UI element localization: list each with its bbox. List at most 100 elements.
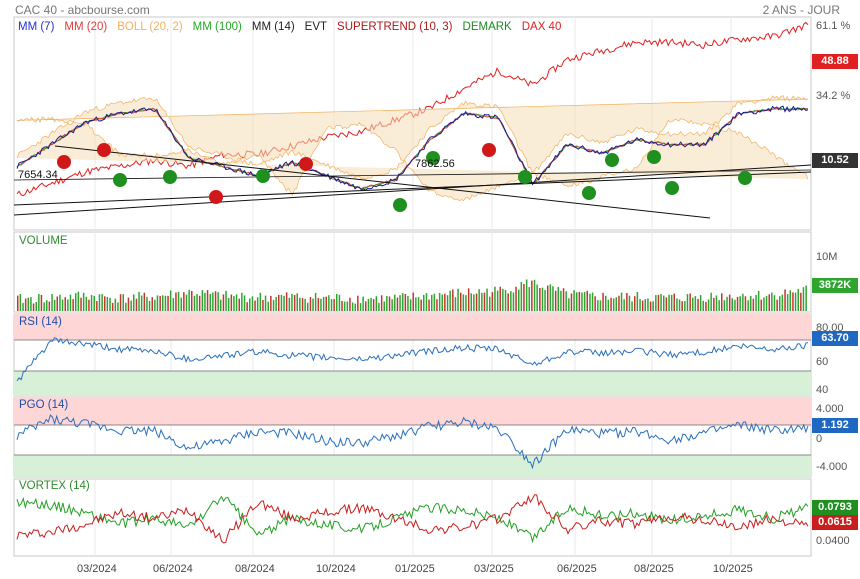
volume-bar-217 [589, 293, 591, 311]
volume-bar-139 [383, 301, 385, 311]
volume-bar-284 [765, 295, 768, 311]
volume-bar-102 [285, 292, 288, 311]
volume-value-tag: 3872K [812, 278, 858, 293]
demark-marker-1 [97, 143, 111, 157]
pgo-panel-title: PGO (14) [19, 399, 69, 411]
volume-bar-55 [162, 295, 164, 311]
volume-bar-249 [673, 293, 675, 311]
volume-bar-215 [583, 291, 586, 311]
x-tick-label-6: 06/2025 [557, 563, 597, 575]
volume-bar-165 [452, 289, 454, 311]
volume-bar-117 [325, 296, 327, 311]
volume-bar-76 [217, 292, 219, 311]
volume-bar-133 [367, 298, 370, 311]
volume-bar-177 [483, 292, 486, 311]
volume-bar-113 [314, 292, 317, 311]
volume-bar-162 [444, 293, 446, 311]
rsi-oversold-zone [14, 371, 811, 395]
volume-bar-49 [146, 296, 148, 311]
volume-bar-208 [565, 291, 567, 311]
volume-bar-170 [465, 295, 467, 311]
volume-bar-266 [718, 300, 720, 311]
volume-bar-159 [436, 299, 438, 311]
volume-bar-243 [657, 294, 660, 311]
volume-bar-264 [713, 297, 715, 311]
volume-bar-145 [399, 295, 401, 311]
volume-bar-289 [779, 296, 781, 311]
volume-bar-18 [64, 297, 66, 311]
volume-bar-228 [618, 295, 620, 311]
volume-bar-198 [539, 288, 541, 311]
demark-marker-2 [113, 173, 127, 187]
price-line [16, 105, 809, 191]
volume-bar-45 [135, 298, 138, 311]
chart-title: CAC 40 - abcbourse.com [15, 3, 150, 17]
volume-bar-82 [233, 296, 235, 311]
rsi-value-tag: 63.70 [812, 331, 858, 346]
volume-bar-9 [40, 295, 43, 311]
volume-bar-137 [378, 302, 380, 311]
demark-marker-14 [665, 181, 679, 195]
volume-bar-8 [38, 294, 40, 311]
demark-marker-5 [256, 169, 270, 183]
volume-bar-237 [641, 300, 644, 311]
volume-bar-291 [784, 289, 786, 311]
volume-bar-91 [256, 297, 259, 311]
pgo-scale-1: 0 [816, 433, 822, 445]
volume-bar-200 [544, 289, 546, 311]
volume-bar-95 [267, 301, 269, 311]
volume-bar-295 [794, 292, 797, 311]
price-value-tag: 10.52 [812, 153, 858, 168]
volume-bar-81 [230, 294, 233, 311]
volume-bar-231 [626, 293, 628, 311]
volume-bar-184 [502, 288, 504, 311]
volume-bar-111 [309, 297, 312, 311]
trendline-4 [13, 169, 812, 181]
volume-bar-149 [409, 299, 412, 311]
volume-bar-242 [655, 295, 657, 311]
volume-bar-219 [594, 296, 596, 311]
volume-bar-141 [388, 296, 391, 311]
volume-bar-174 [475, 293, 478, 311]
volume-bar-252 [681, 301, 683, 311]
bollinger-band [16, 95, 809, 202]
volume-bar-168 [460, 292, 462, 311]
volume-bar-26 [85, 296, 88, 311]
volume-bar-277 [747, 300, 749, 311]
volume-bar-224 [607, 299, 610, 311]
volume-bar-85 [241, 292, 243, 311]
volume-bar-206 [560, 290, 562, 311]
vortex-plus-line [16, 495, 809, 544]
volume-bar-166 [454, 297, 457, 311]
volume-bar-216 [586, 290, 588, 311]
x-tick-label-3: 10/2024 [316, 563, 356, 575]
volume-bar-253 [684, 301, 686, 311]
volume-bar-35 [109, 297, 111, 311]
volume-bar-62 [180, 297, 182, 311]
volume-bar-269 [726, 296, 728, 311]
demark-marker-0 [57, 155, 71, 169]
volume-panel-title: VOLUME [19, 235, 68, 247]
volume-bar-0 [17, 295, 19, 311]
volume-bar-14 [53, 299, 56, 311]
volume-bar-189 [515, 286, 517, 311]
volume-bar-286 [771, 292, 773, 311]
volume-bar-272 [734, 299, 736, 311]
demark-marker-4 [209, 190, 223, 204]
volume-bar-110 [307, 302, 309, 311]
volume-bar-236 [639, 299, 641, 311]
trendline-2 [13, 171, 812, 206]
volume-bar-178 [486, 288, 488, 311]
volume-bar-38 [117, 302, 119, 311]
volume-bar-34 [106, 297, 109, 311]
demark-marker-12 [605, 153, 619, 167]
volume-bar-195 [531, 280, 533, 311]
volume-bar-43 [130, 300, 132, 311]
volume-bar-213 [578, 292, 581, 311]
vortex-minus-tag: 0.0615 [812, 515, 858, 530]
volume-bar-259 [699, 295, 702, 311]
volume-bar-124 [343, 301, 346, 311]
volume-bar-267 [721, 293, 723, 311]
volume-bar-146 [402, 293, 404, 311]
